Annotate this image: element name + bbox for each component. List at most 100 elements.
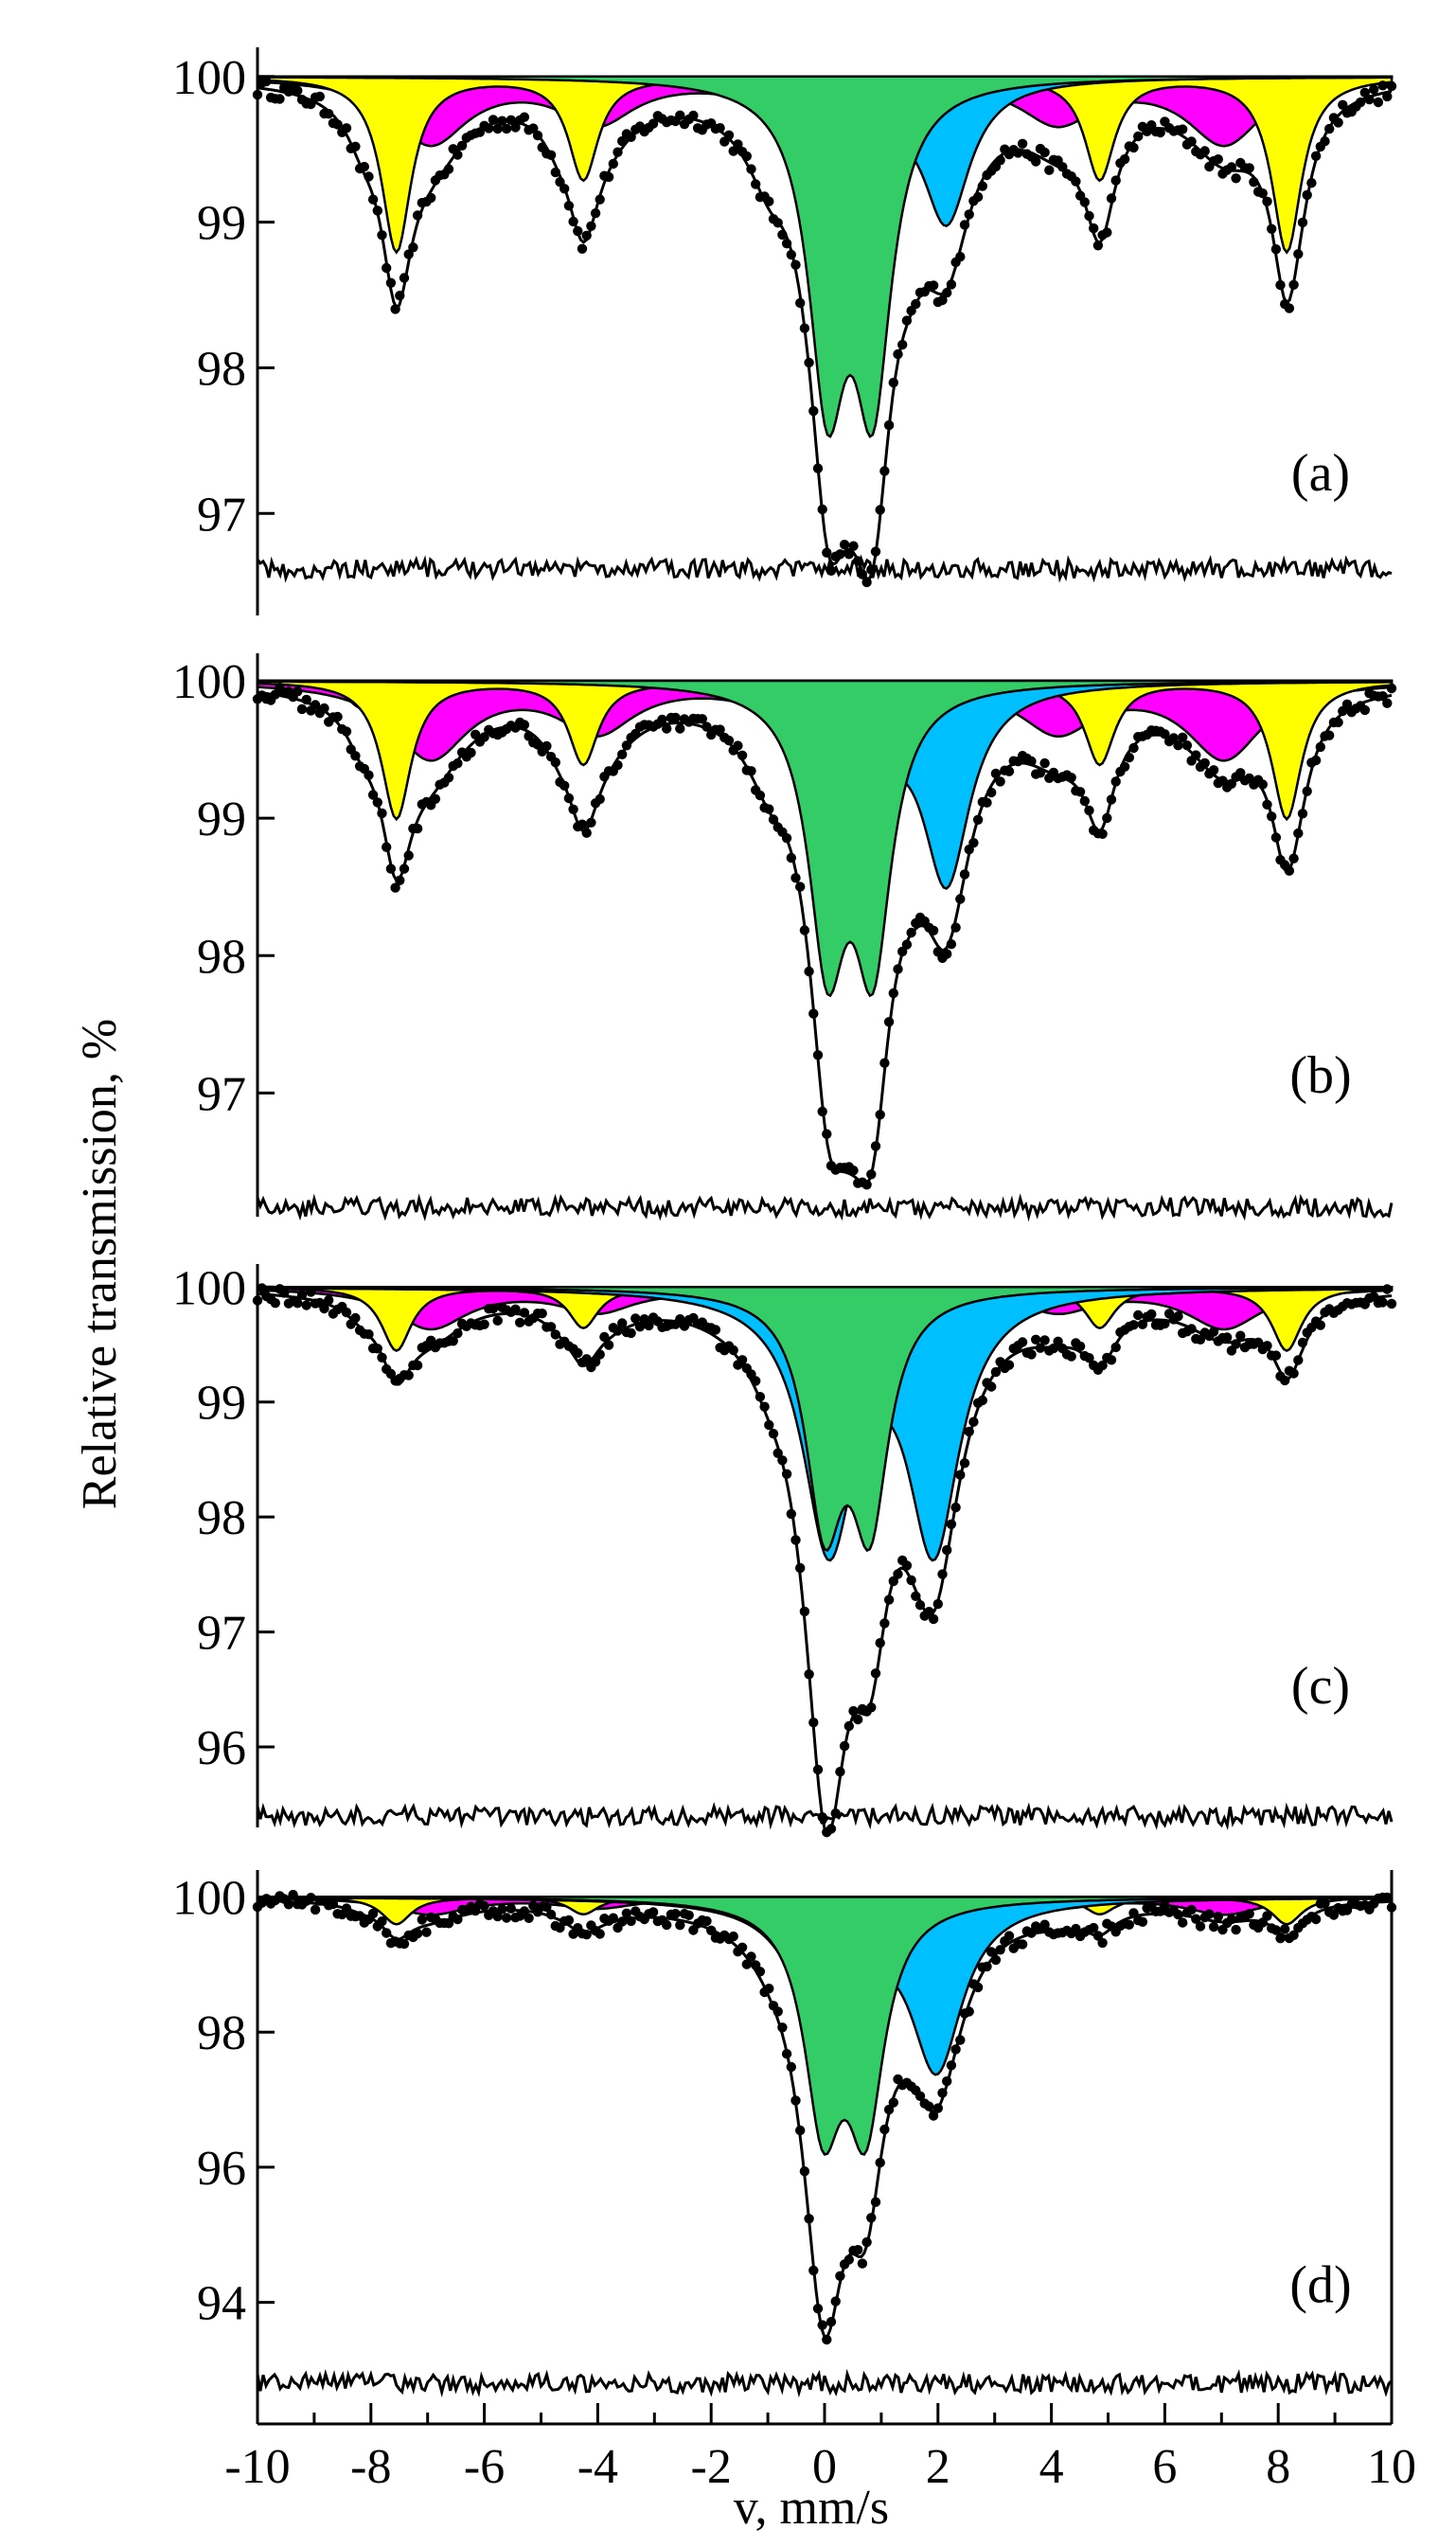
data-point <box>822 1129 832 1139</box>
data-point <box>1293 828 1304 839</box>
data-point <box>559 780 570 791</box>
data-point <box>764 1984 774 1994</box>
data-point <box>403 1370 414 1380</box>
residual-line <box>256 1801 1394 1831</box>
data-point <box>870 2197 881 2207</box>
data-point <box>1173 740 1183 751</box>
data-point <box>372 1344 382 1354</box>
data-point <box>1386 80 1397 92</box>
data-point <box>1310 755 1322 766</box>
x-axis: -10 -8 -6 -4 -2 0 2 4 6 8 10 <box>224 1870 1416 2494</box>
data-point <box>1039 1335 1050 1345</box>
data-point <box>746 766 756 776</box>
data-point <box>1168 733 1180 743</box>
data-point <box>595 793 605 805</box>
data-point <box>737 1942 748 1952</box>
data-point <box>662 1919 672 1931</box>
experimental-points <box>252 1283 1397 1838</box>
data-point <box>412 823 423 834</box>
data-point <box>1310 1914 1322 1925</box>
data-point <box>861 1180 872 1190</box>
data-point <box>550 1329 560 1340</box>
data-point <box>324 109 334 119</box>
subspectrum-green-5 <box>256 75 1394 438</box>
data-point <box>959 869 970 880</box>
data-point <box>906 927 916 938</box>
data-point <box>1297 217 1308 228</box>
data-point <box>456 140 468 151</box>
data-point <box>519 112 530 122</box>
data-point <box>1288 279 1299 290</box>
data-point <box>759 1401 770 1412</box>
data-point <box>630 1313 641 1324</box>
data-point <box>1208 1921 1219 1933</box>
data-point <box>1208 765 1219 775</box>
data-point <box>1128 1320 1139 1330</box>
data-point <box>586 817 596 828</box>
data-point <box>1071 1923 1081 1934</box>
data-point <box>790 259 801 270</box>
data-point <box>492 123 503 134</box>
data-point <box>853 2245 863 2255</box>
data-point <box>1155 127 1165 138</box>
data-point <box>1106 794 1117 805</box>
data-point <box>367 1908 379 1919</box>
data-point <box>1369 84 1379 95</box>
data-point <box>306 1287 316 1297</box>
data-point <box>781 239 792 249</box>
data-point <box>341 1307 352 1318</box>
panel-label: (d) <box>1289 2255 1351 2314</box>
data-point <box>497 116 507 126</box>
data-point <box>395 875 405 885</box>
data-point <box>955 2035 966 2045</box>
data-point <box>790 873 801 883</box>
experimental-points <box>252 1889 1397 2345</box>
data-point <box>906 1575 916 1586</box>
data-point <box>675 723 685 734</box>
data-point <box>1039 147 1050 158</box>
data-point <box>399 1938 410 1950</box>
data-point <box>395 291 405 301</box>
data-point <box>412 1928 423 1939</box>
data-point <box>296 1290 308 1300</box>
data-point <box>675 1920 685 1931</box>
data-point <box>701 1915 712 1927</box>
data-point <box>1386 683 1397 694</box>
data-point <box>946 939 957 950</box>
x-tick-label: -10 <box>224 2440 290 2494</box>
data-point <box>288 1889 298 1900</box>
data-point <box>377 808 387 819</box>
residual-line <box>256 2368 1394 2398</box>
data-point <box>1288 853 1299 864</box>
data-point <box>812 1050 824 1060</box>
data-point <box>279 1288 290 1298</box>
data-point <box>1013 148 1023 158</box>
data-point <box>528 123 539 134</box>
data-point <box>808 1008 819 1019</box>
data-point <box>1160 729 1170 739</box>
data-point <box>1257 188 1269 199</box>
data-point <box>883 1594 895 1605</box>
data-point <box>972 191 984 203</box>
data-point <box>608 1913 618 1923</box>
data-point <box>1231 173 1241 184</box>
data-point <box>542 1901 552 1913</box>
data-point <box>1288 1930 1299 1940</box>
data-point <box>390 304 400 314</box>
data-point <box>768 814 779 825</box>
data-point <box>430 793 441 804</box>
data-point <box>1208 1327 1219 1337</box>
data-point <box>519 1308 530 1318</box>
data-point <box>822 2334 832 2345</box>
data-point <box>1226 1914 1237 1925</box>
data-point <box>1280 1375 1290 1386</box>
data-point <box>1106 1355 1117 1365</box>
data-point <box>764 196 774 206</box>
data-point <box>772 2006 783 2017</box>
residual-line <box>256 1193 1394 1222</box>
data-point <box>1226 162 1237 172</box>
data-point <box>924 1607 934 1617</box>
data-point <box>1262 799 1272 810</box>
data-point <box>928 280 939 291</box>
x-tick-label: 8 <box>1266 2440 1290 2494</box>
